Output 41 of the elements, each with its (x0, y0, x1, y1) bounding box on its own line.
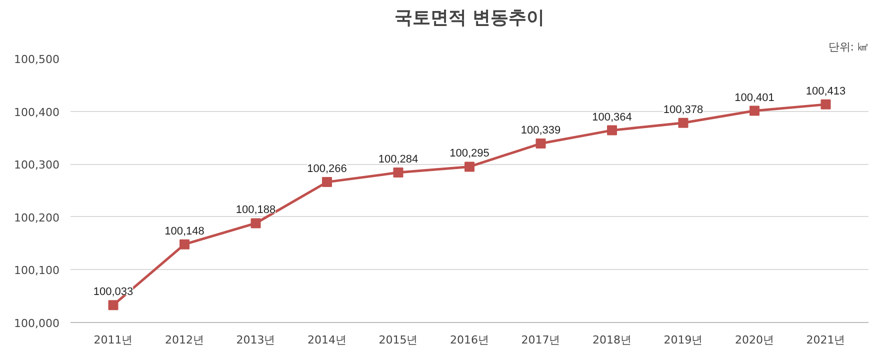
x-tick-label: 2015년 (378, 334, 418, 346)
point (322, 177, 332, 188)
x-tick-label: 2012년 (165, 334, 204, 346)
point (393, 168, 404, 178)
y-tick-label: 100,100 (14, 264, 60, 278)
point (750, 106, 760, 116)
x-tick-label: 2014년 (308, 334, 347, 346)
point (108, 300, 118, 310)
text: 100,033 (93, 286, 134, 298)
text: 100,284 (378, 154, 418, 166)
point (180, 239, 190, 250)
x-tick-label: 2011년 (94, 334, 133, 346)
x-tick-label: 2021년 (806, 334, 846, 346)
point (250, 218, 261, 228)
y-tick-label: 100,200 (14, 211, 60, 224)
y-tick-label: 100,500 (14, 53, 60, 66)
point (607, 125, 617, 136)
y-tick-label: 100,300 (14, 158, 60, 172)
y-tick-label: 100,400 (14, 106, 60, 119)
x-tick-label: 2020년 (735, 334, 774, 346)
text: 100,339 (520, 124, 561, 137)
text: 100,148 (164, 225, 204, 238)
text: 100,413 (806, 85, 846, 98)
text: 단위: ㎢ (828, 40, 868, 54)
x-tick-label: 2016년 (450, 334, 490, 346)
x-tick-label: 2013년 (236, 334, 276, 346)
text: 100,266 (307, 163, 347, 176)
point (536, 138, 546, 149)
point (464, 162, 474, 172)
chart-title: 국토면적 변동추이 (394, 8, 545, 28)
text: 100,401 (734, 92, 774, 104)
point (678, 118, 688, 128)
text: 100,295 (450, 148, 490, 160)
text: 100,364 (592, 111, 632, 124)
point (820, 99, 831, 110)
x-tick-label: 2018년 (592, 334, 632, 346)
x-tick-label: 2017년 (521, 334, 560, 346)
y-tick-label: 100,000 (14, 317, 60, 330)
text: 100,188 (236, 204, 276, 216)
x-tick-label: 2019년 (664, 334, 703, 346)
text: 100,378 (663, 104, 704, 116)
